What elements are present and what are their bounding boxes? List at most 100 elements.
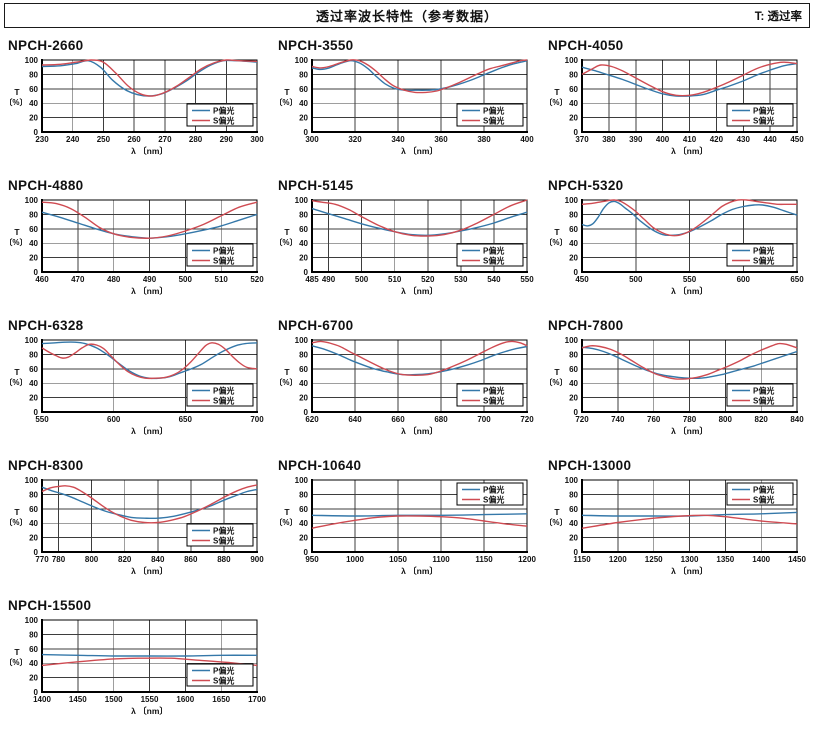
chart-text: 780 — [52, 555, 66, 564]
chart-title: NPCH-5320 — [548, 178, 624, 193]
chart-text: T — [284, 367, 290, 377]
chart-title: NPCH-2660 — [8, 38, 84, 53]
chart-text: 80 — [29, 350, 38, 359]
chart-text: 490 — [322, 275, 336, 284]
chart-text: 0 — [34, 268, 39, 277]
chart-text: 840 — [151, 555, 165, 564]
s-series-line — [311, 199, 528, 237]
chart-text: 1000 — [346, 555, 364, 564]
chart-text: 520 — [250, 275, 264, 284]
chart-text: P偏光 — [753, 386, 774, 396]
chart-text: 485 — [305, 275, 319, 284]
chart-text: 450 — [790, 135, 804, 144]
chart-text: 740 — [611, 415, 625, 424]
chart-text: S偏光 — [753, 495, 774, 505]
chart-text: λ 〔nm〕 — [401, 286, 438, 296]
chart-cell-npch-13000: NPCH-13000 P偏光 S偏光 0 20 40 60 80 100 T 〔%〕 1150 1200… — [542, 453, 812, 593]
chart-text: 80 — [299, 490, 308, 499]
chart-text: 40 — [29, 519, 38, 528]
chart-text: 1400 — [752, 555, 770, 564]
chart-text: 100 — [25, 56, 39, 65]
chart-text: λ 〔nm〕 — [131, 426, 168, 436]
chart-text: 860 — [184, 555, 198, 564]
chart-cell-npch-15500: NPCH-15500 P偏光 S偏光 0 20 40 60 80 100 T 〔%〕 1400 1450… — [2, 593, 272, 733]
chart-text: 100 — [565, 336, 579, 345]
chart-text: T — [554, 227, 560, 237]
chart-text: λ 〔nm〕 — [131, 566, 168, 576]
chart-text: λ 〔nm〕 — [671, 146, 708, 156]
chart-text: 40 — [299, 239, 308, 248]
p-series-line — [311, 59, 528, 92]
chart-text: 40 — [29, 99, 38, 108]
chart-title: NPCH-8300 — [8, 458, 84, 473]
chart-text: 620 — [305, 415, 319, 424]
chart-cell-npch-8300: NPCH-8300 P偏光 S偏光 0 20 40 60 80 100 T 〔%〕 770 780 800… — [2, 453, 272, 593]
chart-text: 100 — [565, 476, 579, 485]
chart-text: 100 — [25, 196, 39, 205]
chart-text: 100 — [565, 196, 579, 205]
chart-text: 100 — [295, 56, 309, 65]
chart-text: 0 — [34, 548, 39, 557]
chart-text: 20 — [29, 114, 38, 123]
chart-text: 40 — [569, 99, 578, 108]
chart-text: 290 — [220, 135, 234, 144]
chart-text: 1300 — [681, 555, 699, 564]
chart-text: 390 — [629, 135, 643, 144]
chart-text: 660 — [391, 415, 405, 424]
chart-text: 0 — [34, 128, 39, 137]
chart-text: 〔%〕 — [4, 97, 27, 107]
chart-text: λ 〔nm〕 — [401, 566, 438, 576]
chart-text: 20 — [569, 394, 578, 403]
chart-cell-npch-5320: NPCH-5320 P偏光 S偏光 0 20 40 60 80 100 T 〔%〕 450 500 550… — [542, 173, 812, 313]
chart-text: S偏光 — [213, 256, 234, 266]
chart-text: P偏光 — [753, 246, 774, 256]
chart-text: S偏光 — [483, 256, 504, 266]
page-title: 透过率波长特性（参考数据） — [315, 9, 498, 24]
chart-text: 80 — [29, 210, 38, 219]
chart-text: 20 — [569, 114, 578, 123]
chart-cell-npch-7800: NPCH-7800 P偏光 S偏光 0 20 40 60 80 100 T 〔%〕 720 740 760… — [542, 313, 812, 453]
chart-text: P偏光 — [213, 666, 234, 676]
chart-text: 370 — [575, 135, 589, 144]
chart-text: T — [14, 507, 20, 517]
chart-text: 0 — [304, 128, 309, 137]
chart-text: 1150 — [475, 555, 493, 564]
chart-text: 280 — [189, 135, 203, 144]
s-series-line — [41, 484, 258, 524]
s-series-line — [41, 201, 258, 239]
chart-text: 60 — [29, 365, 38, 374]
chart-text: λ 〔nm〕 — [671, 426, 708, 436]
chart-text: 80 — [569, 70, 578, 79]
chart-text: 0 — [574, 548, 579, 557]
chart-text: P偏光 — [213, 386, 234, 396]
chart-text: 880 — [217, 555, 231, 564]
chart-text: 80 — [299, 210, 308, 219]
chart-text: P偏光 — [753, 106, 774, 116]
chart-text: 60 — [569, 225, 578, 234]
chart-title: NPCH-4880 — [8, 178, 84, 193]
chart-text: λ 〔nm〕 — [671, 566, 708, 576]
chart-text: 100 — [295, 336, 309, 345]
chart-text: 260 — [127, 135, 141, 144]
chart-text: P偏光 — [483, 246, 504, 256]
chart-text: 430 — [737, 135, 751, 144]
chart-title: NPCH-5145 — [278, 178, 354, 193]
chart-text: 240 — [66, 135, 80, 144]
chart-text: 460 — [35, 275, 49, 284]
s-series-line — [311, 515, 528, 529]
chart-text: 0 — [34, 688, 39, 697]
chart-text: 1200 — [609, 555, 627, 564]
p-series-line — [41, 59, 258, 97]
chart-text: P偏光 — [213, 246, 234, 256]
chart-text: 800 — [85, 555, 99, 564]
